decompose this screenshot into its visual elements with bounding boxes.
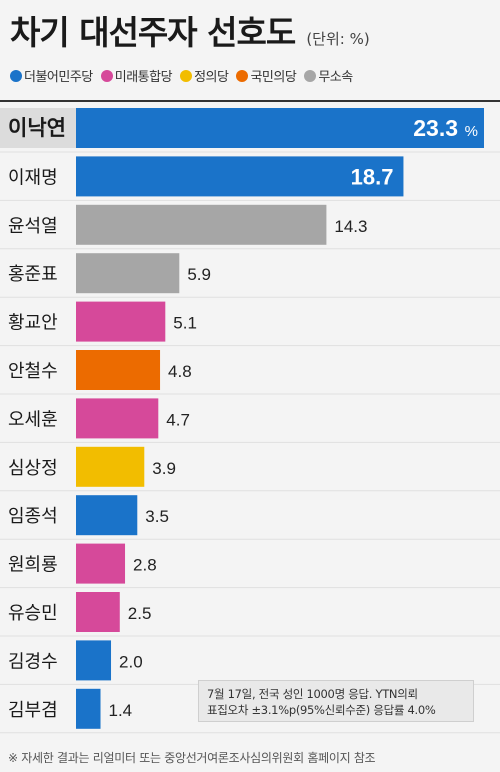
bar: [76, 495, 138, 536]
bar: [76, 688, 101, 729]
legend-label: 미래통합당: [114, 70, 173, 85]
legend-label: 더불어민주당: [24, 70, 93, 85]
survey-note-line2: 표집오차 ±3.1%p(95%신뢰수준) 응답률 4.0%: [207, 703, 436, 717]
bar: [76, 253, 180, 294]
bar: [76, 156, 404, 197]
legend-item: 국민의당: [236, 66, 297, 85]
data-label: 1.4: [109, 701, 133, 720]
legend-dot-icon: [100, 69, 113, 82]
category-label: 황교안: [8, 313, 58, 334]
bar-chart: 이낙연 23.3 % 이재명 18.7 윤석열 14.3 홍준표 5.9 황교안 5.1 안철수 4.8…: [0, 108, 500, 734]
category-label: 이낙연: [8, 116, 66, 140]
bar: [76, 592, 120, 632]
legend-item: 정의당: [180, 66, 229, 85]
category-label: 김경수: [8, 651, 58, 672]
legend: 더불어민주당 미래통합당 정의당 국민의당 무소속: [10, 66, 361, 85]
chart-title: 차기 대선주자 선호도: [10, 13, 296, 52]
unit-percent-label: %: [465, 123, 478, 140]
category-label: 윤석열: [8, 216, 58, 237]
legend-dot-icon: [10, 69, 22, 82]
category-label: 안철수: [8, 361, 58, 382]
data-label: 5.9: [187, 265, 211, 284]
data-label: 3.9: [152, 459, 176, 478]
data-label: 23.3: [413, 115, 458, 141]
legend-label: 무소속: [318, 70, 353, 85]
data-label: 2.5: [128, 604, 152, 623]
category-label: 오세훈: [8, 409, 58, 430]
data-label: 4.7: [166, 410, 190, 429]
data-label: 5.1: [173, 314, 197, 333]
legend-item: 더불어민주당: [10, 66, 93, 85]
data-label: 14.3: [334, 217, 367, 236]
category-label: 원희룡: [8, 555, 58, 576]
bar: [76, 398, 159, 439]
legend-item: 미래통합당: [100, 66, 173, 85]
legend-label: 국민의당: [250, 70, 297, 85]
data-label: 4.8: [168, 362, 192, 381]
footnote: ※ 자세한 결과는 리얼미터 또는 중앙선거여론조사심의위원회 홈페이지 참조: [8, 751, 376, 765]
top-row-highlight: [0, 108, 76, 148]
legend-dot-icon: [236, 69, 249, 82]
bar: [76, 108, 484, 148]
category-label: 심상정: [8, 458, 58, 479]
bar: [76, 301, 166, 342]
data-label: 18.7: [351, 164, 394, 189]
title-divider: [0, 100, 500, 102]
survey-note-box: 7월 17일, 전국 성인 1000명 응답. YTN의뢰 표집오차 ±3.1%…: [198, 680, 474, 722]
unit-label: (단위: %): [306, 30, 370, 48]
bar: [76, 204, 327, 245]
category-label: 임종석: [8, 506, 58, 527]
legend-dot-icon: [180, 69, 193, 82]
bar: [76, 640, 112, 681]
legend-label: 정의당: [194, 70, 229, 85]
data-label: 3.5: [145, 507, 169, 526]
data-label: 2.0: [119, 652, 143, 671]
survey-note-line1: 7월 17일, 전국 성인 1000명 응답. YTN의뢰: [207, 687, 418, 701]
legend-dot-icon: [304, 69, 317, 82]
category-label: 홍준표: [8, 264, 58, 285]
bar: [76, 446, 145, 487]
bar: [76, 543, 126, 584]
bar: [76, 350, 161, 390]
chart-title-area: 차기 대선주자 선호도 (단위: %): [10, 6, 370, 56]
category-label: 유승민: [8, 603, 58, 624]
data-label: 2.8: [133, 556, 157, 575]
legend-item: 무소속: [304, 66, 353, 85]
category-label: 김부겸: [8, 700, 58, 721]
category-label: 이재명: [8, 167, 58, 188]
